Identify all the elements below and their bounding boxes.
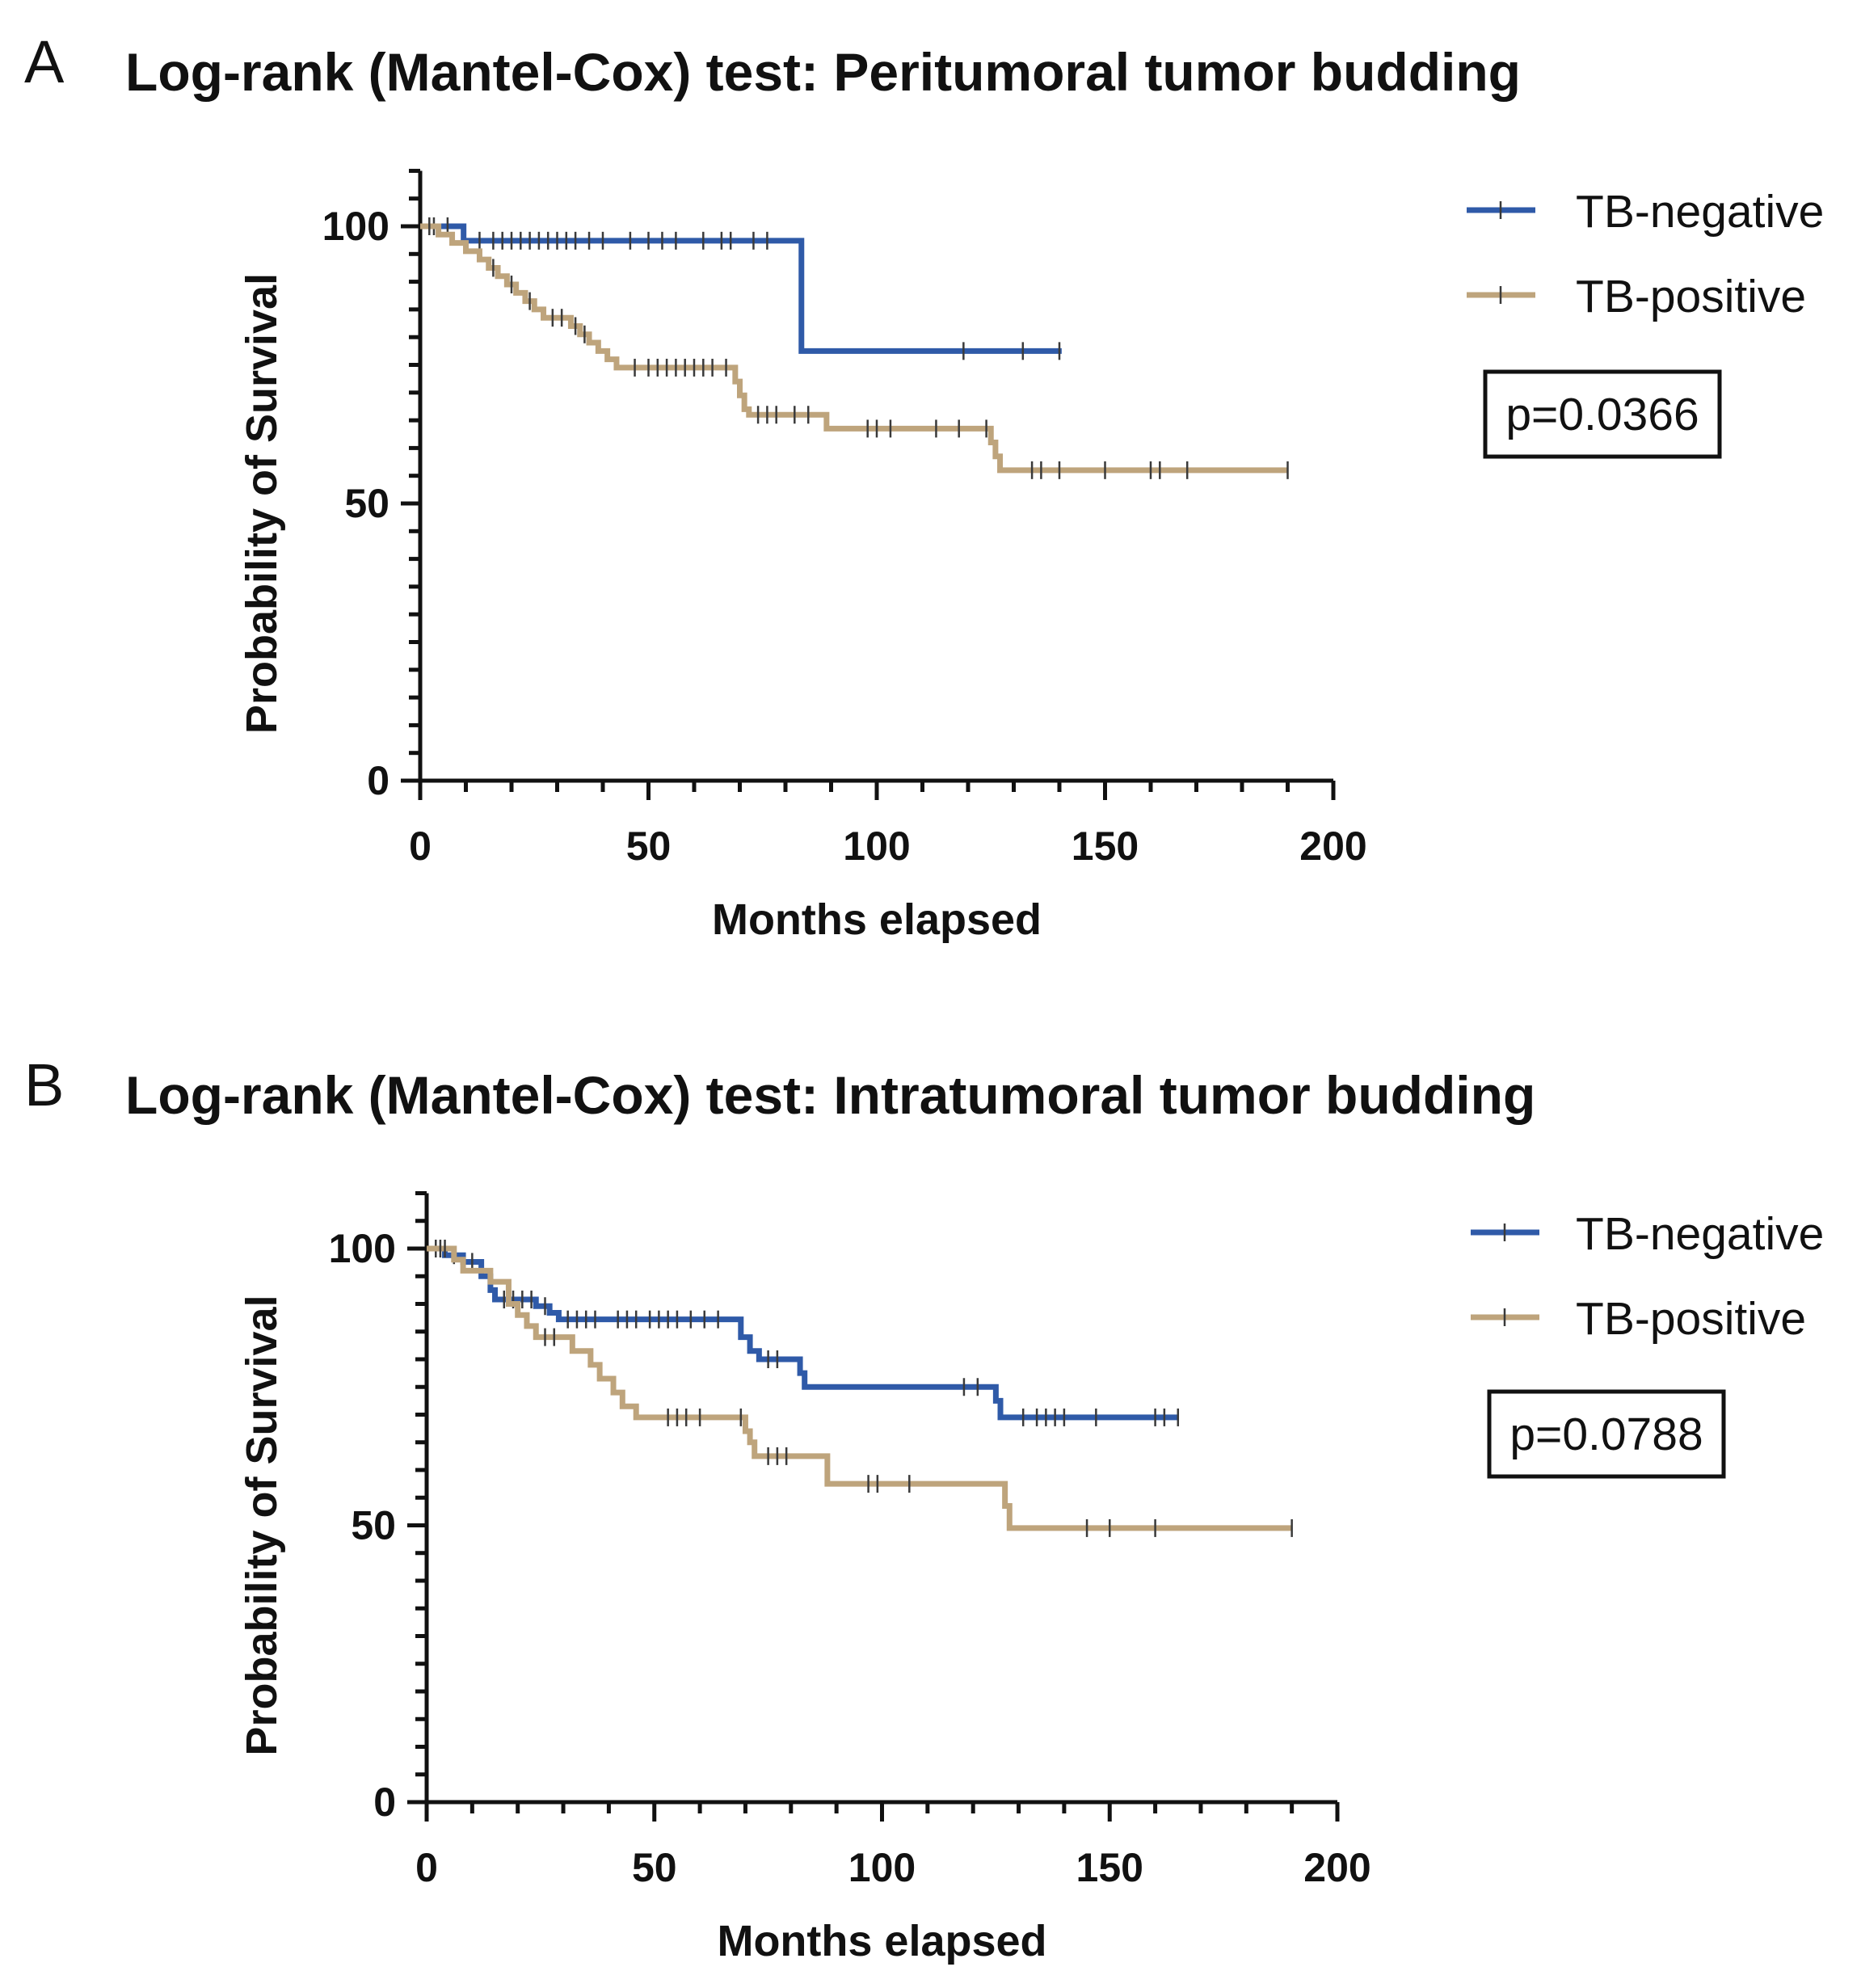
pvalue-label: p=0.0366 xyxy=(1505,389,1699,440)
survival-curve-tb-negative xyxy=(427,1245,1178,1421)
legend: TB-negative TB-positive xyxy=(1471,1208,1824,1345)
series-tb-positive xyxy=(427,1240,1293,1537)
pvalue-box: p=0.0788 xyxy=(1487,1389,1726,1479)
x-tick-label: 100 xyxy=(848,1845,916,1890)
x-axis-title: Months elapsed xyxy=(712,895,1042,944)
pvalue-box: p=0.0366 xyxy=(1483,369,1722,459)
legend-item-tb-positive: TB-positive xyxy=(1471,1293,1806,1345)
series-tb-positive xyxy=(420,217,1289,479)
y-tick-label: 0 xyxy=(367,758,389,803)
survival-curve-tb-positive xyxy=(427,1245,1292,1531)
x-tick-label: 150 xyxy=(1076,1845,1143,1890)
panel-b: B Log-rank (Mantel-Cox) test: Intratumora… xyxy=(24,1051,1824,1965)
y-tick-label: 100 xyxy=(329,1226,396,1271)
chart-title: Log-rank (Mantel-Cox) test: Peritumoral … xyxy=(125,42,1521,102)
x-tick-label: 50 xyxy=(632,1845,677,1890)
survival-curve-tb-positive xyxy=(420,223,1288,474)
chart-title: Log-rank (Mantel-Cox) test: Intratumoral… xyxy=(125,1065,1535,1125)
panel-letter: A xyxy=(24,28,65,95)
survival-curve-tb-negative xyxy=(420,223,1062,354)
x-tick-label: 0 xyxy=(415,1845,438,1890)
series-tb-negative xyxy=(420,217,1062,360)
y-tick-label: 0 xyxy=(373,1780,396,1825)
legend-label: TB-negative xyxy=(1576,1208,1824,1260)
series-tb-negative xyxy=(427,1240,1180,1426)
y-axis-title: Probability of Survival xyxy=(238,273,286,734)
legend-item-tb-negative: TB-negative xyxy=(1467,186,1824,238)
panel-letter: B xyxy=(24,1051,64,1118)
legend-label: TB-positive xyxy=(1576,271,1806,322)
legend-label: TB-negative xyxy=(1576,186,1824,238)
y-axis-title: Probability of Survival xyxy=(238,1295,286,1755)
y-tick-label: 50 xyxy=(351,1503,396,1548)
legend-label: TB-positive xyxy=(1576,1293,1806,1345)
x-tick-label: 150 xyxy=(1072,823,1139,869)
y-tick-label: 100 xyxy=(322,204,389,249)
legend: TB-negative TB-positive xyxy=(1467,186,1824,322)
x-tick-label: 0 xyxy=(409,823,432,869)
x-tick-label: 200 xyxy=(1303,1845,1370,1890)
legend-item-tb-positive: TB-positive xyxy=(1467,271,1806,322)
pvalue-frame xyxy=(1483,369,1722,459)
x-tick-label: 50 xyxy=(626,823,672,869)
legend-item-tb-negative: TB-negative xyxy=(1471,1208,1824,1260)
x-tick-label: 200 xyxy=(1299,823,1366,869)
x-axis-title: Months elapsed xyxy=(717,1917,1046,1965)
pvalue-frame xyxy=(1487,1389,1726,1479)
pvalue-label: p=0.0788 xyxy=(1509,1409,1703,1460)
x-tick-label: 100 xyxy=(843,823,910,869)
panel-a: A Log-rank (Mantel-Cox) test: Peritumoral… xyxy=(24,28,1824,944)
y-tick-label: 50 xyxy=(344,481,389,526)
